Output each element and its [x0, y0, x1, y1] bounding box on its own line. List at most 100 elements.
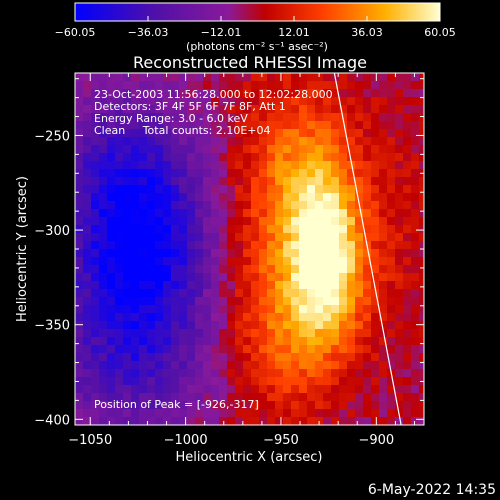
- heatmap-cell: [211, 273, 220, 282]
- heatmap-cell: [235, 129, 244, 138]
- heatmap-cell: [299, 161, 308, 170]
- heatmap-cell: [299, 369, 308, 378]
- heatmap-cell: [379, 417, 388, 425]
- heatmap-cell: [411, 393, 420, 402]
- heatmap-cell: [307, 313, 316, 322]
- heatmap-cell: [139, 225, 148, 234]
- heatmap-cell: [315, 305, 324, 314]
- heatmap-cell: [147, 409, 156, 418]
- heatmap-cell: [331, 137, 340, 146]
- heatmap-cell: [147, 145, 156, 154]
- heatmap-cell: [379, 369, 388, 378]
- heatmap-cell: [83, 97, 92, 106]
- heatmap-cell: [163, 265, 172, 274]
- heatmap-cell: [283, 73, 292, 82]
- heatmap-cell: [267, 361, 276, 370]
- heatmap-cell: [83, 129, 92, 138]
- heatmap-cell: [235, 393, 244, 402]
- heatmap-cell: [171, 393, 180, 402]
- heatmap-cell: [323, 73, 332, 82]
- heatmap-cell: [139, 393, 148, 402]
- heatmap-cell: [99, 217, 108, 226]
- heatmap-cell: [131, 385, 140, 394]
- heatmap-cell: [155, 273, 164, 282]
- heatmap-cell: [211, 185, 220, 194]
- heatmap-cell: [379, 169, 388, 178]
- heatmap-cell: [283, 241, 292, 250]
- heatmap-cell: [123, 417, 132, 425]
- heatmap-cell: [107, 377, 116, 386]
- heatmap-cell: [283, 369, 292, 378]
- heatmap-cell: [75, 377, 84, 386]
- heatmap-cell: [251, 225, 260, 234]
- heatmap-cell: [235, 265, 244, 274]
- heatmap-cell: [347, 81, 356, 90]
- heatmap-cell: [91, 377, 100, 386]
- heatmap-cell: [379, 145, 388, 154]
- heatmap-cell: [419, 97, 424, 106]
- heatmap-cell: [331, 193, 340, 202]
- heatmap-cell: [75, 361, 84, 370]
- heatmap-cell: [235, 313, 244, 322]
- heatmap-cell: [419, 161, 424, 170]
- heatmap-cell: [235, 113, 244, 122]
- heatmap-cell: [371, 321, 380, 330]
- heatmap-cell: [243, 113, 252, 122]
- heatmap-cell: [243, 233, 252, 242]
- heatmap-cell: [395, 417, 404, 425]
- heatmap-cell: [331, 265, 340, 274]
- heatmap-cell: [195, 145, 204, 154]
- heatmap-cell: [403, 137, 412, 146]
- heatmap-cell: [195, 393, 204, 402]
- heatmap-cell: [99, 169, 108, 178]
- heatmap-cell: [331, 145, 340, 154]
- heatmap-cell: [419, 409, 424, 418]
- heatmap-cell: [259, 161, 268, 170]
- heatmap-cell: [419, 249, 424, 258]
- heatmap-cell: [91, 137, 100, 146]
- heatmap-cell: [291, 225, 300, 234]
- heatmap-cell: [171, 337, 180, 346]
- heatmap-cell: [267, 217, 276, 226]
- heatmap-cell: [155, 329, 164, 338]
- heatmap-cell: [203, 241, 212, 250]
- heatmap-cell: [259, 265, 268, 274]
- heatmap-cell: [403, 305, 412, 314]
- heatmap-cell: [163, 337, 172, 346]
- heatmap-cell: [187, 273, 196, 282]
- colorbar-ticks: −60.05 −36.03 −12.01 12.01 36.03 60.05: [55, 16, 456, 39]
- heatmap-cell: [115, 361, 124, 370]
- heatmap-cell: [339, 137, 348, 146]
- heatmap-cell: [339, 393, 348, 402]
- heatmap-cell: [171, 401, 180, 410]
- heatmap-cell: [419, 177, 424, 186]
- heatmap-cell: [403, 369, 412, 378]
- annotation-clean-counts: Clean Total counts: 2.10E+04: [94, 124, 271, 137]
- heatmap-cell: [83, 153, 92, 162]
- heatmap-cell: [403, 209, 412, 218]
- heatmap-cell: [363, 153, 372, 162]
- heatmap-cell: [259, 297, 268, 306]
- heatmap-cell: [387, 161, 396, 170]
- heatmap-cell: [323, 89, 332, 98]
- heatmap-cell: [171, 377, 180, 386]
- heatmap-cell: [411, 401, 420, 410]
- heatmap-cell: [339, 297, 348, 306]
- heatmap-cell: [195, 265, 204, 274]
- heatmap-cell: [291, 321, 300, 330]
- heatmap-cell: [291, 137, 300, 146]
- heatmap-cell: [139, 265, 148, 274]
- heatmap-cell: [195, 97, 204, 106]
- heatmap-cell: [187, 377, 196, 386]
- heatmap-cell: [419, 201, 424, 210]
- heatmap-cell: [211, 217, 220, 226]
- heatmap-cell: [99, 385, 108, 394]
- heatmap-cell: [211, 201, 220, 210]
- heatmap-cell: [115, 385, 124, 394]
- heatmap-cell: [363, 225, 372, 234]
- heatmap-cell: [307, 169, 316, 178]
- heatmap-cell: [83, 249, 92, 258]
- heatmap-cell: [379, 393, 388, 402]
- heatmap-cell: [131, 417, 140, 425]
- heatmap-cell: [195, 337, 204, 346]
